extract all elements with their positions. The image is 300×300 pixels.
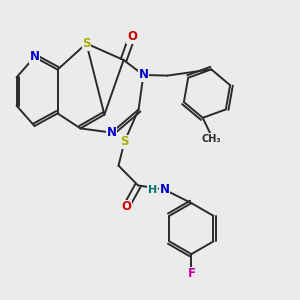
Text: O: O: [121, 200, 131, 214]
Text: S: S: [82, 37, 91, 50]
Text: H: H: [148, 184, 157, 195]
Text: F: F: [188, 267, 195, 280]
Text: O: O: [127, 30, 137, 43]
Text: N: N: [106, 126, 117, 139]
Text: N: N: [159, 183, 170, 196]
Text: N: N: [138, 68, 148, 82]
Text: N: N: [29, 50, 40, 64]
Text: S: S: [120, 135, 129, 148]
Text: CH₃: CH₃: [202, 134, 221, 144]
